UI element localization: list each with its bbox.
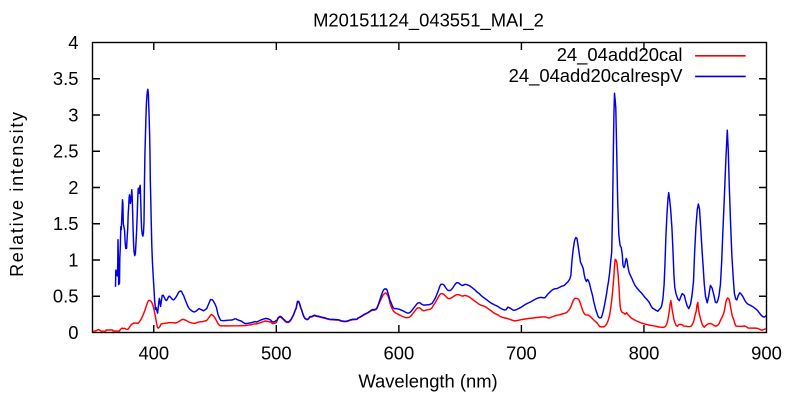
svg-text:2.5: 2.5 [53, 141, 79, 162]
svg-text:24_04add20calrespV: 24_04add20calrespV [509, 65, 684, 87]
svg-text:400: 400 [138, 343, 169, 364]
svg-text:4: 4 [68, 32, 78, 53]
svg-text:Wavelength (nm): Wavelength (nm) [358, 371, 497, 392]
svg-text:1: 1 [68, 249, 78, 270]
svg-text:M20151124_043551_MAI_2: M20151124_043551_MAI_2 [313, 9, 544, 31]
svg-text:0: 0 [68, 322, 78, 343]
svg-text:800: 800 [629, 343, 660, 364]
svg-text:Relative intensity: Relative intensity [7, 110, 27, 277]
svg-text:0.5: 0.5 [53, 286, 79, 307]
svg-text:700: 700 [506, 343, 537, 364]
svg-text:1.5: 1.5 [53, 213, 79, 234]
svg-text:3: 3 [68, 104, 78, 125]
svg-text:600: 600 [384, 343, 415, 364]
svg-text:3.5: 3.5 [53, 68, 79, 89]
svg-text:24_04add20cal: 24_04add20cal [557, 44, 683, 66]
svg-text:900: 900 [751, 343, 782, 364]
svg-text:500: 500 [261, 343, 292, 364]
svg-text:2: 2 [68, 177, 78, 198]
